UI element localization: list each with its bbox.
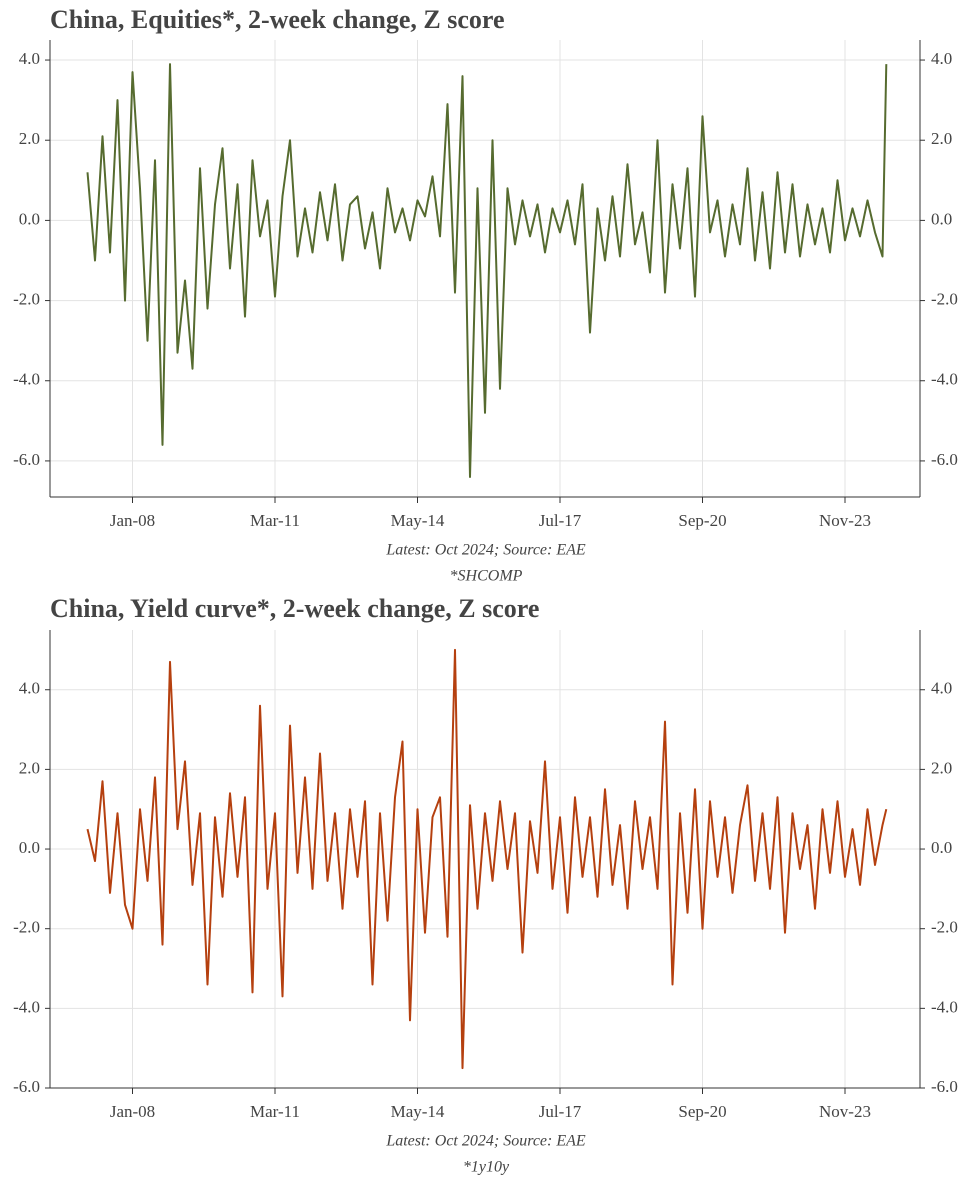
y2-tick-label: -2.0 xyxy=(931,289,958,308)
annotation: *SHCOMP xyxy=(450,568,523,585)
y-tick-label: 2.0 xyxy=(19,129,40,148)
y2-tick-label: -4.0 xyxy=(931,997,958,1016)
annotation: Latest: Oct 2024; Source: EAE xyxy=(385,1133,586,1150)
x-tick-label: Sep-20 xyxy=(678,511,726,530)
y-tick-label: 0.0 xyxy=(19,209,40,228)
x-tick-label: Mar-11 xyxy=(250,1102,300,1121)
y2-tick-label: -6.0 xyxy=(931,1077,958,1096)
x-tick-label: May-14 xyxy=(391,511,445,530)
y-tick-label: -6.0 xyxy=(13,1077,40,1096)
x-tick-label: Nov-23 xyxy=(819,1102,871,1121)
annotation: Latest: Oct 2024; Source: EAE xyxy=(385,542,586,559)
y-tick-label: 0.0 xyxy=(19,838,40,857)
x-tick-label: Jul-17 xyxy=(539,1102,582,1121)
y2-tick-label: 2.0 xyxy=(931,129,952,148)
chart-title: China, Yield curve*, 2-week change, Z sc… xyxy=(50,594,539,623)
y2-tick-label: 0.0 xyxy=(931,838,952,857)
x-tick-label: May-14 xyxy=(391,1102,445,1121)
x-tick-label: Jan-08 xyxy=(110,511,155,530)
y-tick-label: 2.0 xyxy=(19,758,40,777)
x-tick-label: Sep-20 xyxy=(678,1102,726,1121)
chart-title: China, Equities*, 2-week change, Z score xyxy=(50,5,505,34)
y2-tick-label: -2.0 xyxy=(931,918,958,937)
y-tick-label: -4.0 xyxy=(13,370,40,389)
x-tick-label: Nov-23 xyxy=(819,511,871,530)
x-tick-label: Jul-17 xyxy=(539,511,582,530)
y2-tick-label: 4.0 xyxy=(931,49,952,68)
y2-tick-label: 2.0 xyxy=(931,758,952,777)
y-tick-label: -4.0 xyxy=(13,997,40,1016)
x-tick-label: Mar-11 xyxy=(250,511,300,530)
y-tick-label: -6.0 xyxy=(13,450,40,469)
x-tick-label: Jan-08 xyxy=(110,1102,155,1121)
data-line xyxy=(86,63,888,478)
y2-tick-label: 0.0 xyxy=(931,209,952,228)
y2-tick-label: 4.0 xyxy=(931,679,952,698)
y2-tick-label: -4.0 xyxy=(931,370,958,389)
y-tick-label: 4.0 xyxy=(19,679,40,698)
y-tick-label: 4.0 xyxy=(19,49,40,68)
y-tick-label: -2.0 xyxy=(13,289,40,308)
y-tick-label: -2.0 xyxy=(13,918,40,937)
data-line xyxy=(86,648,888,1070)
annotation: *1y10y xyxy=(463,1159,510,1176)
y2-tick-label: -6.0 xyxy=(931,450,958,469)
